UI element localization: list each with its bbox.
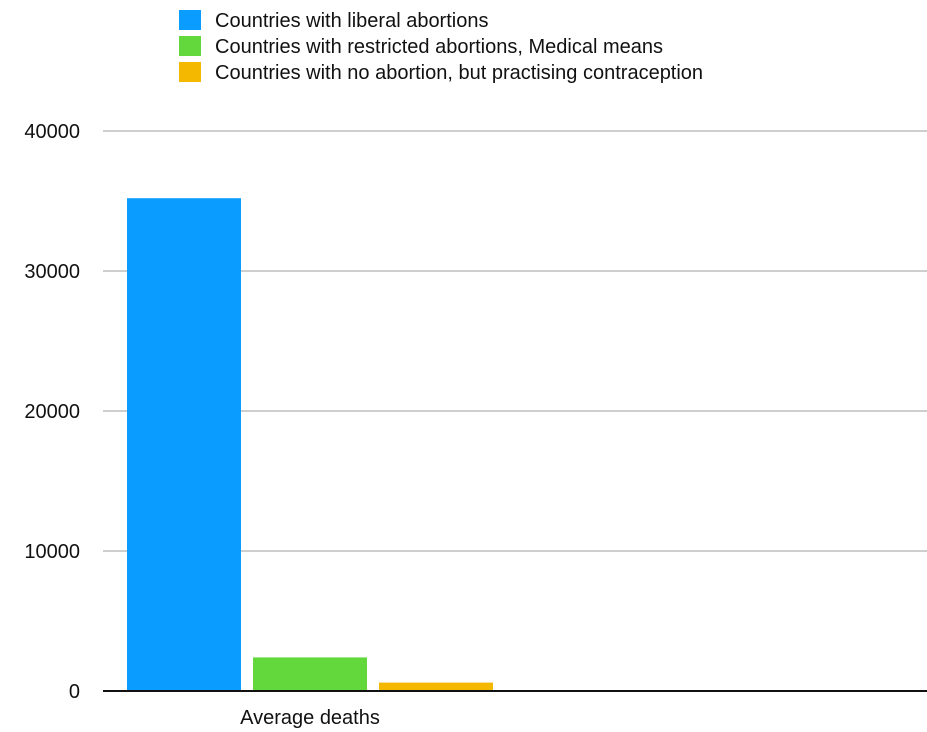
legend-swatch-3 (179, 62, 201, 82)
y-axis-ticks: 0 10000 20000 30000 40000 (24, 121, 80, 703)
legend-label-3: Countries with no abortion, but practisi… (215, 62, 703, 84)
bars (127, 198, 493, 691)
legend-swatch-2 (179, 36, 201, 56)
x-axis-labels: Average deaths (240, 707, 380, 729)
x-category-label: Average deaths (240, 707, 380, 729)
legend-label-1: Countries with liberal abortions (215, 10, 488, 32)
y-tick-label-30000: 30000 (24, 261, 80, 283)
legend-swatch-1 (179, 10, 201, 30)
bar-2 (253, 657, 367, 691)
bar-3 (379, 682, 493, 691)
legend-label-2: Countries with restricted abortions, Med… (215, 36, 663, 58)
y-tick-label-20000: 20000 (24, 401, 80, 423)
y-tick-label-10000: 10000 (24, 541, 80, 563)
bar-1 (127, 198, 241, 691)
y-tick-label-0: 0 (69, 681, 80, 703)
legend: Countries with liberal abortions Countrie… (179, 10, 703, 84)
y-tick-label-40000: 40000 (24, 121, 80, 143)
